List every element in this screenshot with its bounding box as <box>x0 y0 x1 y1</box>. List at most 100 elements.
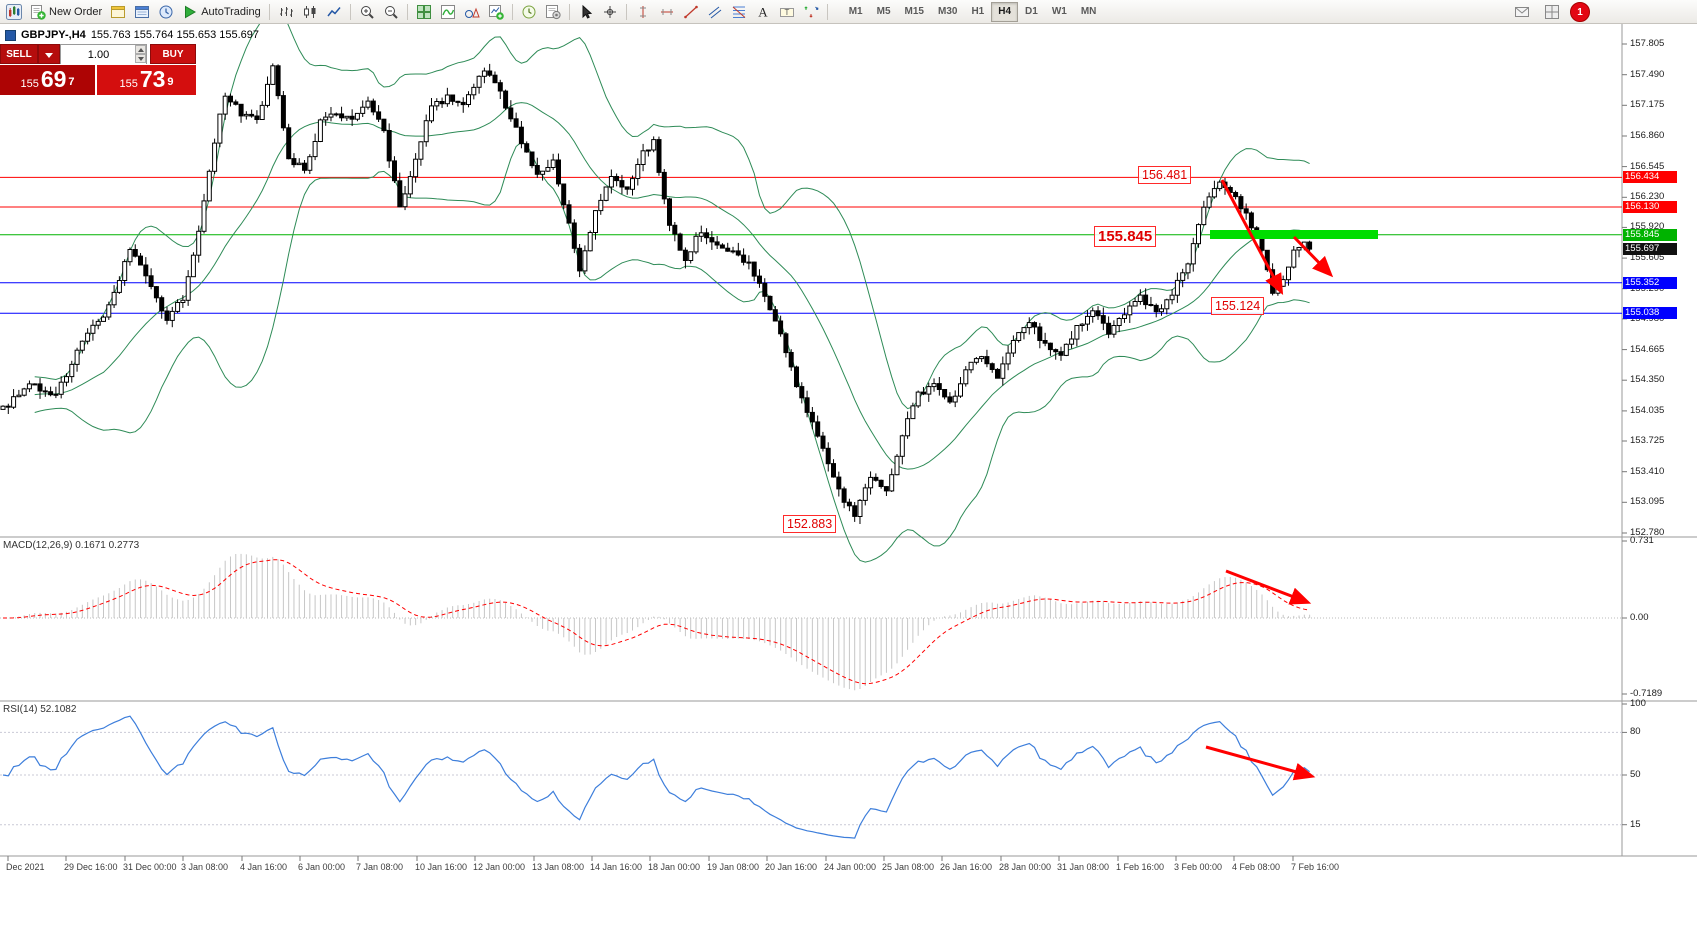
volume-field <box>60 44 147 64</box>
toolbar-separator <box>268 3 270 20</box>
app-icon[interactable] <box>2 2 26 22</box>
grid-icon <box>1545 5 1559 19</box>
chart-symbol-icon <box>5 29 16 41</box>
volume-spinner <box>135 45 146 63</box>
fibonacci-retracement-icon <box>732 6 746 18</box>
volume-increase-button[interactable] <box>135 45 146 54</box>
mail-icon <box>1515 7 1529 17</box>
trendline-icon <box>683 5 698 18</box>
macd-label: MACD(12,26,9) 0.1671 0.2773 <box>3 540 140 551</box>
autotrading-button-label: AutoTrading <box>201 5 261 18</box>
timeframe-h4[interactable]: H4 <box>991 1 1019 22</box>
timeframe-d1[interactable]: D1 <box>1018 2 1045 22</box>
objects-list-icon <box>464 7 480 18</box>
candlestick-chart-icon[interactable] <box>298 2 322 22</box>
line-chart-icon <box>327 6 341 16</box>
toolbar-separator <box>625 3 627 20</box>
timeframe-w1[interactable]: W1 <box>1045 2 1074 22</box>
buy-price-big: 73 <box>139 66 166 92</box>
candlestick-chart-icon <box>303 5 316 18</box>
data-window-icon[interactable] <box>130 2 154 22</box>
text-label-icon: T <box>779 7 794 17</box>
cursor-icon[interactable] <box>574 2 598 22</box>
line-chart-icon[interactable] <box>322 2 346 22</box>
new-order-icon <box>31 4 46 20</box>
new-order-button[interactable]: New Order <box>26 2 106 22</box>
vertical-line-icon <box>639 5 646 18</box>
price-annotation-label[interactable]: 155.845 <box>1094 226 1157 247</box>
vertical-line-icon[interactable] <box>631 2 655 22</box>
bar-chart-icon[interactable] <box>274 2 298 22</box>
mail-icon[interactable] <box>1510 2 1534 22</box>
timeframe-m15[interactable]: M15 <box>898 2 931 22</box>
equidistant-channel-icon[interactable] <box>703 2 727 22</box>
chart-title-bar: GBPJPY-,H4 155.763 155.764 155.653 155.6… <box>5 29 259 41</box>
timeframe-h1[interactable]: H1 <box>964 2 991 22</box>
buy-price-display[interactable]: 155 73 9 <box>97 65 196 95</box>
timeframe-m1[interactable]: M1 <box>842 2 870 22</box>
new-chart-icon <box>488 4 504 20</box>
fibonacci-retracement-icon[interactable] <box>727 2 751 22</box>
charts-window-icon <box>111 5 126 18</box>
trendline-icon[interactable] <box>679 2 703 22</box>
chart-symbol: GBPJPY-,H4 <box>21 29 86 41</box>
history-center-icon[interactable] <box>154 2 178 22</box>
crosshair-icon[interactable] <box>598 2 622 22</box>
bar-chart-icon <box>279 6 293 17</box>
volume-decrease-button[interactable] <box>135 54 146 63</box>
buy-button[interactable]: BUY <box>150 44 196 64</box>
grid-icon[interactable] <box>1540 2 1564 22</box>
price-annotation-label[interactable]: 155.124 <box>1211 297 1265 315</box>
app-icon <box>6 3 22 20</box>
periods-icon[interactable] <box>517 2 541 22</box>
toolbar-separator <box>511 3 513 20</box>
timeframe-mn[interactable]: MN <box>1074 2 1104 22</box>
toolbar-buttons: New Order AutoTrading A T <box>2 2 832 22</box>
zoom-out-icon <box>384 5 398 19</box>
crosshair-icon <box>603 5 616 18</box>
templates-icon[interactable] <box>541 2 565 22</box>
sell-price-display[interactable]: 155 69 7 <box>0 65 95 95</box>
periods-icon <box>522 5 536 18</box>
zoom-out-icon[interactable] <box>379 2 403 22</box>
new-order-button-label: New Order <box>49 5 103 18</box>
trade-panel-prices: 155 69 7 155 73 9 <box>0 65 196 95</box>
arrow-objects-icon <box>804 5 819 18</box>
indicators-icon[interactable] <box>436 2 460 22</box>
horizontal-line-icon[interactable] <box>655 2 679 22</box>
autotrading-icon <box>185 5 197 18</box>
volume-input[interactable] <box>61 46 146 64</box>
timeframe-m30[interactable]: M30 <box>931 2 964 22</box>
autotrading-button[interactable]: AutoTrading <box>178 2 265 22</box>
charts-window-icon[interactable] <box>106 2 130 22</box>
sell-price-pip: 7 <box>68 76 75 88</box>
text-label-icon[interactable]: T <box>775 2 799 22</box>
sell-price-prefix: 155 <box>20 78 39 90</box>
new-chart-icon[interactable] <box>484 2 508 22</box>
sell-price-big: 69 <box>40 66 67 92</box>
buy-price-prefix: 155 <box>119 78 138 90</box>
timeframe-toolbar: M1 M5 M15 M30 H1 H4 D1 W1 MN <box>842 1 1104 22</box>
chart-ohlc: 155.763 155.764 155.653 155.697 <box>90 29 260 41</box>
sell-button[interactable]: SELL <box>0 44 38 64</box>
trade-panel-controls: SELL BUY <box>0 44 196 64</box>
text-icon[interactable]: A <box>751 2 775 22</box>
notifications-badge[interactable]: 1 <box>1570 2 1590 22</box>
zoom-in-icon[interactable] <box>355 2 379 22</box>
timeframe-m5[interactable]: M5 <box>870 2 898 22</box>
arrow-objects-icon[interactable] <box>799 2 823 22</box>
toolbar-separator <box>349 3 351 20</box>
order-type-dropdown[interactable] <box>38 44 60 64</box>
main-toolbar: New Order AutoTrading A T M1 M5 M15 M30 H1 H4 D1 W… <box>0 0 1697 24</box>
price-annotation-label[interactable]: 152.883 <box>783 515 837 533</box>
buy-price-pip: 9 <box>167 76 174 88</box>
objects-list-icon[interactable] <box>460 2 484 22</box>
tile-windows-icon[interactable] <box>412 2 436 22</box>
price-annotation-label[interactable]: 156.481 <box>1138 166 1192 184</box>
text-icon: A <box>758 4 768 19</box>
svg-text:A: A <box>758 4 768 19</box>
